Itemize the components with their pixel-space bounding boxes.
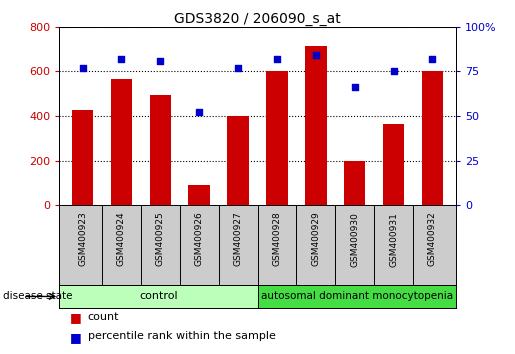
Point (195, 109, 203, 115)
Bar (383, 124, 404, 205)
Bar (266, 71, 288, 205)
Point (117, 56, 126, 62)
Bar (72, 110, 93, 205)
Text: GSM400929: GSM400929 (311, 212, 320, 267)
Text: percentile rank within the sample: percentile rank within the sample (88, 331, 276, 341)
Bar (227, 116, 249, 205)
Text: ■: ■ (70, 331, 81, 344)
Bar (188, 185, 210, 205)
Text: count: count (88, 312, 119, 321)
Bar (422, 71, 443, 205)
Bar (150, 95, 171, 205)
Text: disease state: disease state (3, 291, 72, 302)
Bar (59, 285, 258, 308)
Text: GSM400923: GSM400923 (78, 212, 87, 267)
Text: GSM400928: GSM400928 (272, 212, 281, 267)
Point (273, 56, 281, 62)
Point (234, 65, 242, 70)
Bar (305, 46, 327, 205)
Point (389, 68, 398, 74)
Bar (111, 79, 132, 205)
Point (351, 85, 359, 90)
Point (312, 52, 320, 58)
Text: ■: ■ (70, 312, 81, 325)
Bar (344, 161, 365, 205)
Point (428, 56, 437, 62)
Point (78, 65, 87, 70)
Text: control: control (139, 291, 178, 302)
Text: GSM400924: GSM400924 (117, 212, 126, 266)
Text: GSM400932: GSM400932 (428, 212, 437, 267)
Bar (258, 285, 456, 308)
Title: GDS3820 / 206090_s_at: GDS3820 / 206090_s_at (174, 12, 341, 25)
Text: GSM400931: GSM400931 (389, 212, 398, 267)
Text: GSM400925: GSM400925 (156, 212, 165, 267)
Text: autosomal dominant monocytopenia: autosomal dominant monocytopenia (261, 291, 453, 302)
Text: GSM400927: GSM400927 (234, 212, 243, 267)
Point (156, 58, 164, 63)
Text: GSM400930: GSM400930 (350, 212, 359, 267)
Text: GSM400926: GSM400926 (195, 212, 204, 267)
